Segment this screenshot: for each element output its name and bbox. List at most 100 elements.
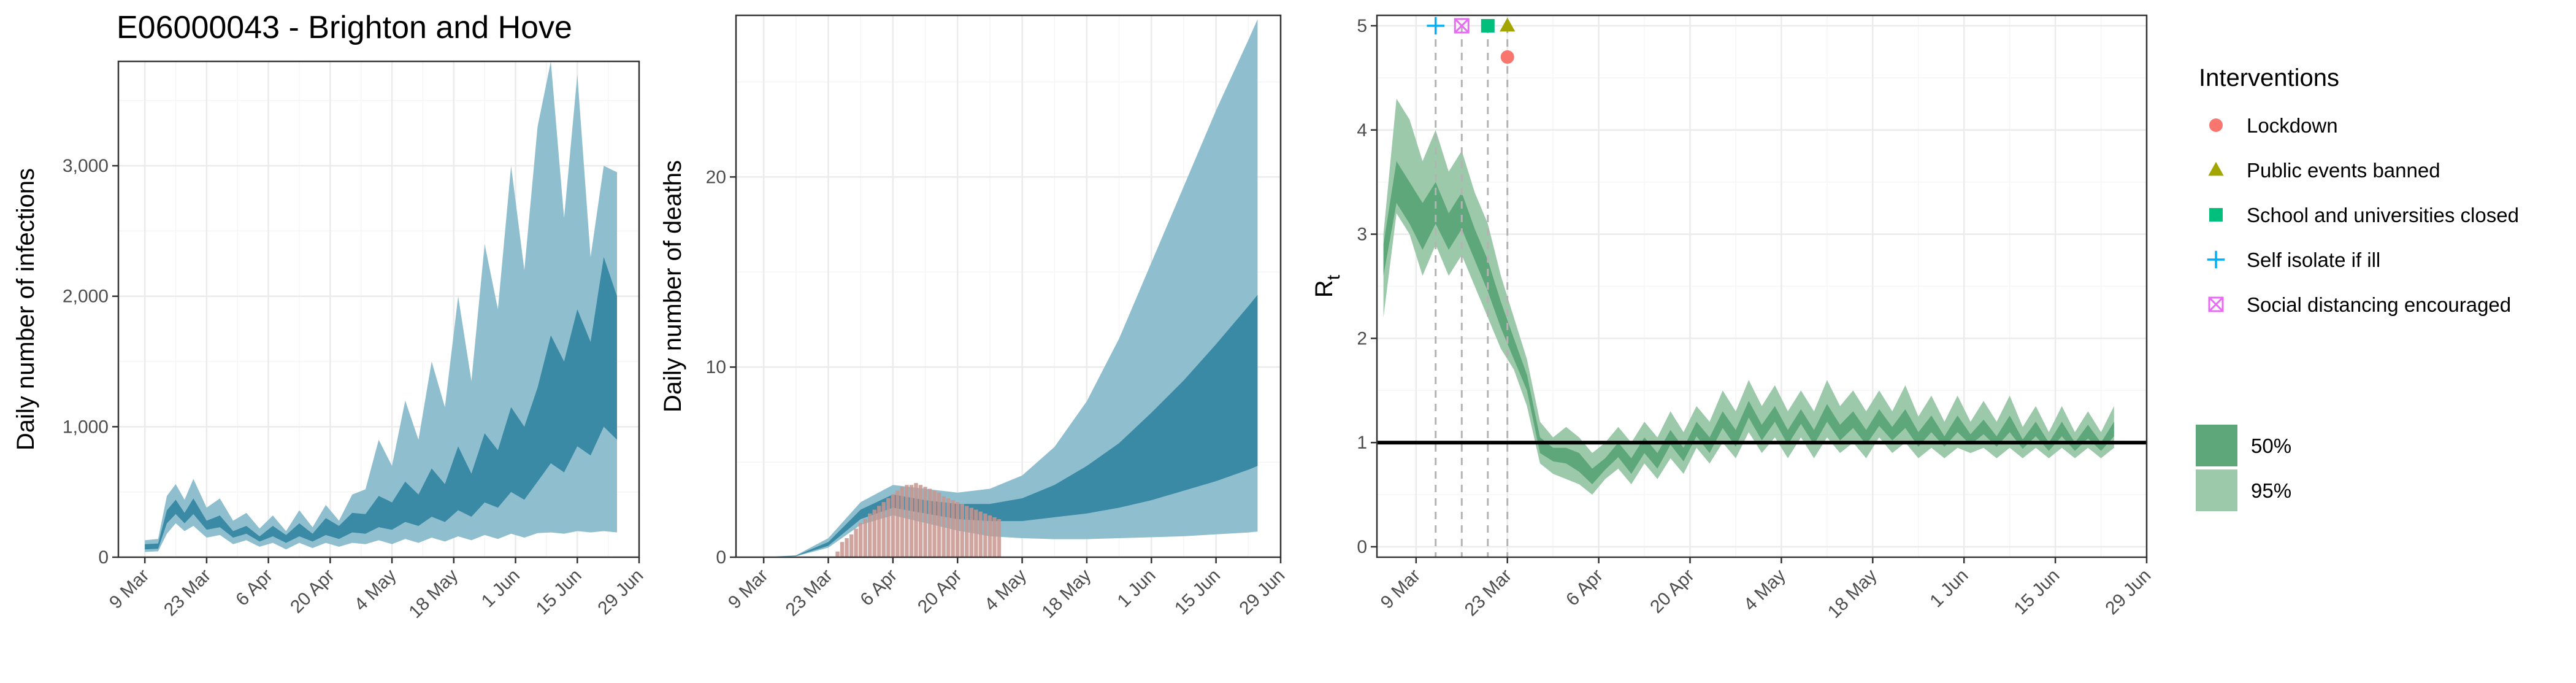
legend-item-label: Lockdown — [2247, 114, 2338, 137]
observed-deaths-bar — [881, 502, 886, 557]
observed-deaths-bar — [868, 513, 872, 557]
rt-x-tick-label: 23 Mar — [1461, 565, 1516, 620]
observed-deaths-bar — [987, 515, 992, 557]
observed-deaths-bar — [849, 534, 854, 557]
legend-band: 95% — [2196, 469, 2291, 511]
deaths-y-tick-label: 20 — [706, 167, 726, 187]
observed-deaths-bar — [872, 509, 876, 557]
legend-band-label: 95% — [2251, 479, 2291, 502]
rt-x-tick-label: 9 Mar — [1377, 565, 1425, 613]
legend-item: Self isolate if ill — [2207, 249, 2380, 271]
deaths-y-tick-label: 0 — [716, 547, 726, 568]
rt-x-tick-label: 18 May — [1824, 565, 1881, 622]
observed-deaths-bar — [900, 487, 905, 557]
infections-x-tick-label: 4 May — [350, 565, 400, 615]
observed-deaths-bar — [969, 507, 973, 557]
legend-item: Social distancing encouraged — [2208, 293, 2511, 316]
infections-x-tick-label: 9 Mar — [105, 565, 153, 613]
observed-deaths-bar — [937, 492, 941, 557]
legend-marker — [2209, 118, 2223, 132]
infections-x-tick-label: 29 Jun — [594, 565, 647, 619]
infections-x-tick-label: 6 Apr — [232, 565, 277, 610]
rt-x-tick-label: 29 Jun — [2101, 565, 2155, 619]
observed-deaths-bar — [923, 487, 927, 557]
legend-band: 50% — [2196, 425, 2291, 466]
infections-x-tick-label: 20 Apr — [286, 565, 339, 617]
deaths-x-tick-label: 4 May — [981, 565, 1030, 615]
infections-y-tick-label: 3,000 — [63, 156, 109, 176]
deaths-x-tick-label: 15 Jun — [1171, 565, 1224, 619]
infections-x-tick-label: 1 Jun — [478, 565, 524, 611]
infections-x-tick-label: 15 Jun — [532, 565, 586, 619]
infections-y-tick-label: 2,000 — [63, 287, 109, 307]
legend-marker — [2207, 250, 2225, 269]
legend-marker — [2209, 208, 2223, 222]
deaths-y-tick-label: 10 — [706, 357, 726, 377]
legend-item-label: Social distancing encouraged — [2247, 293, 2511, 316]
rt-x-tick-label: 4 May — [1740, 565, 1790, 615]
interventions-legend: Interventions Lockdown Public events bann… — [2196, 64, 2519, 511]
observed-deaths-bar — [918, 485, 923, 557]
observed-deaths-bar — [891, 494, 895, 557]
legend-item: Lockdown — [2209, 114, 2338, 137]
infections-band-95pct — [145, 61, 617, 552]
infections-y-tick-label: 1,000 — [63, 417, 109, 437]
observed-deaths-bar — [951, 500, 955, 557]
deaths-x-tick-label: 9 Mar — [724, 565, 772, 613]
rt-x-tick-label: 15 Jun — [2011, 565, 2064, 619]
observed-deaths-bar — [835, 551, 840, 557]
rt-y-tick-label: 2 — [1357, 328, 1367, 349]
rt-y-tick-label: 0 — [1357, 537, 1367, 557]
legend-band-label: 50% — [2251, 434, 2291, 457]
observed-deaths-bar — [858, 523, 863, 557]
deaths-x-tick-label: 20 Apr — [914, 565, 966, 617]
rt-y-axis-title: Rt — [1311, 274, 1344, 298]
intervention-marker — [1481, 18, 1495, 33]
legend-item: School and universities closed — [2209, 204, 2519, 226]
rt-x-tick-label: 20 Apr — [1646, 565, 1698, 617]
legend-title: Interventions — [2199, 64, 2339, 91]
infections-y-tick-label: 0 — [98, 547, 109, 568]
intervention-marker — [1454, 18, 1470, 34]
observed-deaths-bar — [946, 498, 951, 557]
deaths-x-tick-label: 6 Apr — [856, 565, 901, 610]
rt-y-tick-label: 1 — [1357, 433, 1367, 453]
observed-deaths-bar — [927, 488, 932, 557]
observed-deaths-bar — [983, 513, 987, 557]
observed-deaths-bar — [978, 511, 983, 557]
deaths-x-tick-label: 29 Jun — [1235, 565, 1289, 619]
observed-deaths-bar — [895, 490, 900, 557]
intervention-marker — [1500, 17, 1516, 32]
legend-item-label: School and universities closed — [2247, 204, 2519, 226]
observed-deaths-bar — [965, 506, 969, 557]
observed-deaths-bar — [956, 502, 960, 557]
deaths-x-tick-label: 23 Mar — [782, 565, 837, 620]
observed-deaths-bar — [932, 490, 937, 557]
observed-deaths-bar — [886, 498, 891, 557]
deaths-y-axis-title: Daily number of deaths — [659, 160, 686, 412]
legend-item-label: Self isolate if ill — [2247, 249, 2380, 271]
legend-item: Public events banned — [2208, 159, 2440, 182]
legend-marker — [2208, 161, 2224, 176]
legend-band-swatch — [2196, 425, 2237, 466]
observed-deaths-bar — [914, 483, 918, 557]
observed-deaths-bar — [840, 542, 845, 557]
deaths-x-tick-label: 18 May — [1038, 565, 1095, 622]
legend-band-swatch — [2196, 469, 2237, 511]
observed-deaths-bar — [905, 485, 909, 557]
deaths-x-tick-label: 1 Jun — [1113, 565, 1159, 611]
observed-deaths-bar — [992, 517, 997, 557]
rt-x-tick-label: 6 Apr — [1562, 565, 1607, 610]
rt-y-tick-label: 4 — [1357, 120, 1367, 141]
deaths-band-50pct — [764, 295, 1258, 557]
observed-deaths-bar — [909, 485, 914, 557]
deaths-panel: 9 Mar 23 Mar 6 Apr 20 Apr 4 May 18 May 1 Jun 15… — [659, 14, 1289, 622]
rt-panel: 9 Mar 23 Mar 6 Apr 20 Apr 4 May 18 May 1 Jun 15… — [1311, 14, 2155, 622]
observed-deaths-bar — [845, 538, 849, 557]
intervention-marker — [1500, 50, 1514, 64]
infections-panel: 9 Mar 23 Mar 6 Apr 20 Apr 4 May 18 May 1 Jun 15… — [12, 60, 647, 622]
observed-deaths-bar — [941, 496, 946, 557]
observed-deaths-bar — [997, 519, 1002, 557]
observed-deaths-bar — [877, 506, 881, 557]
